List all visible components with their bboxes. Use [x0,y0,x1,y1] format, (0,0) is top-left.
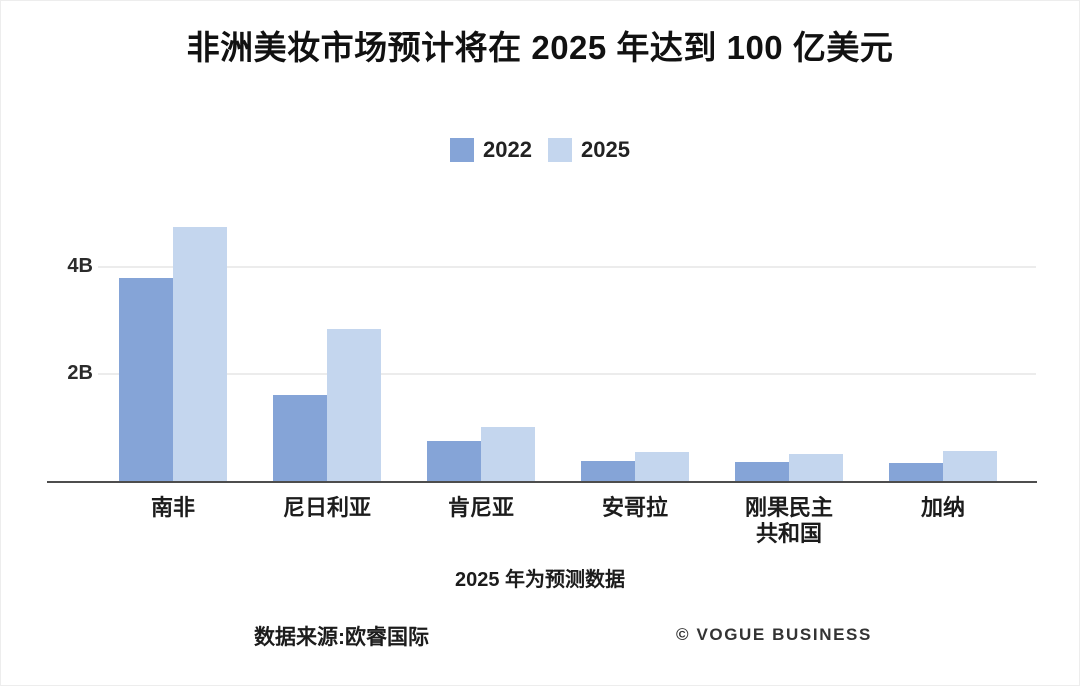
gridline-4B [98,266,1036,268]
legend-swatch-2025 [548,138,572,162]
y-tick-label-2B: 2B [67,362,93,384]
category-label-刚果民主共和国: 刚果民主 共和国 [744,495,833,547]
vogue-business-credit: © VOGUE BUSINESS [676,625,872,644]
bar-2025-安哥拉 [635,452,689,481]
bar-2025-尼日利亚 [327,329,381,481]
legend-label-2022: 2022 [483,137,532,162]
bar-2022-刚果民主共和国 [735,462,789,481]
gridline-2B [98,373,1036,375]
data-source: 数据来源:欧睿国际 [254,626,429,649]
bar-2025-加纳 [943,451,997,481]
category-label-尼日利亚: 尼日利亚 [282,495,371,520]
legend-label-2025: 2025 [581,137,630,162]
y-tick-label-4B: 4B [67,255,93,277]
x-axis-line [47,481,1037,483]
bar-2025-刚果民主共和国 [789,454,843,481]
chart-title: 非洲美妆市场预计将在 2025 年达到 100 亿美元 [186,29,894,66]
bar-2022-安哥拉 [581,461,635,481]
forecast-note: 2025 年为预测数据 [454,569,626,591]
bar-2022-尼日利亚 [273,395,327,481]
legend-item-2025: 2025 [548,137,630,163]
legend-item-2022: 2022 [450,137,532,163]
legend: 2022 2025 [1,137,1079,163]
bar-2022-肯尼亚 [427,441,481,481]
category-label-肯尼亚: 肯尼亚 [447,495,514,520]
bar-2025-南非 [173,227,227,481]
bar-2022-南非 [119,278,173,481]
bar-2022-加纳 [889,463,943,481]
category-label-南非: 南非 [150,495,195,520]
category-label-安哥拉: 安哥拉 [601,495,668,520]
category-label-加纳: 加纳 [920,495,965,520]
bar-2025-肯尼亚 [481,427,535,481]
legend-swatch-2022 [450,138,475,162]
